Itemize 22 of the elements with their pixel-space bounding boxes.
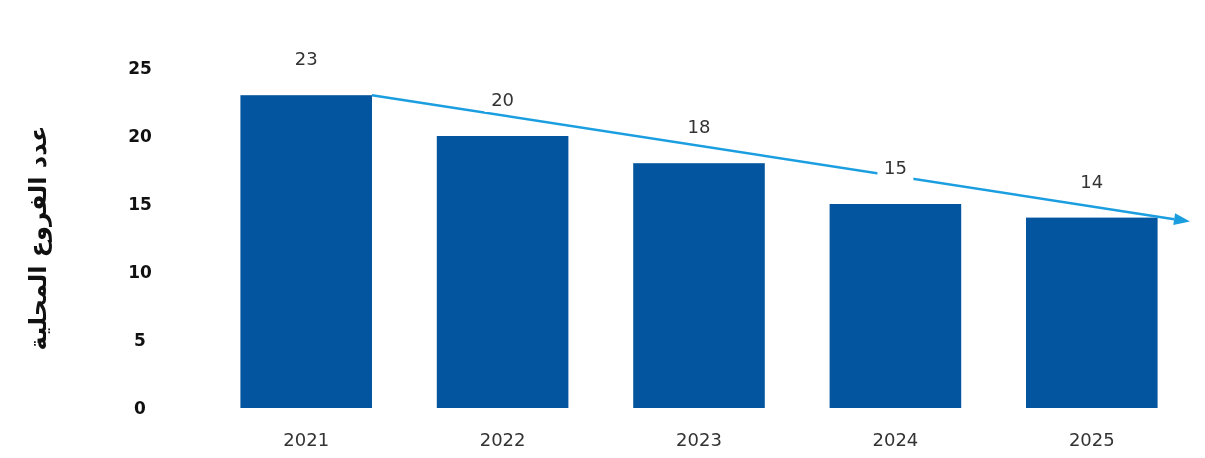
x-tick-label: 2023	[676, 429, 722, 450]
y-tick-label: 15	[128, 194, 152, 214]
x-tick-label: 2024	[872, 429, 919, 450]
x-tick-label: 2025	[1068, 429, 1115, 450]
bar	[1026, 217, 1158, 408]
bar	[829, 204, 962, 408]
y-tick-label: 10	[128, 262, 152, 282]
data-label: 18	[687, 116, 711, 138]
x-tick-label: 2021	[283, 429, 330, 450]
bar	[240, 95, 372, 408]
data-label: 23	[294, 48, 318, 70]
y-tick-label: 5	[134, 330, 146, 350]
y-tick-label: 0	[134, 398, 147, 418]
data-label: 20	[491, 89, 515, 110]
y-axis-title: عدد الفروع المحلية	[24, 125, 52, 351]
data-label: 14	[1080, 170, 1104, 192]
y-tick-label: 25	[128, 58, 152, 78]
bar	[633, 163, 765, 408]
data-label: 15	[883, 157, 907, 178]
x-tick-label: 2022	[479, 429, 526, 450]
bar	[436, 136, 569, 408]
y-tick-label: 20	[128, 126, 152, 146]
